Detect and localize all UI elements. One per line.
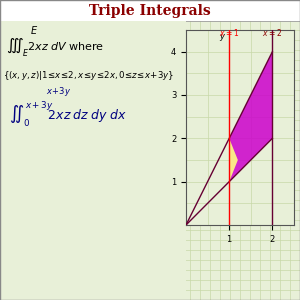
Text: $y$: $y$ <box>219 32 226 43</box>
Text: $x=2$: $x=2$ <box>262 28 282 38</box>
Text: $E$: $E$ <box>30 24 38 36</box>
Text: $\{(x,y,z)|1\!\leq\!x\!\leq\!2,x\!\leq\!y\!\leq\!2x,0\!\leq\!z\!\leq\!x\!+\!3y\}: $\{(x,y,z)|1\!\leq\!x\!\leq\!2,x\!\leq\!… <box>3 68 174 82</box>
Polygon shape <box>229 52 272 182</box>
Text: $\iiint_{E} 2xz\;dV$ where: $\iiint_{E} 2xz\;dV$ where <box>6 37 104 59</box>
Text: $x\!+\!3y$: $x\!+\!3y$ <box>46 85 72 98</box>
Polygon shape <box>229 138 238 182</box>
Text: $x=1$: $x=1$ <box>219 28 239 38</box>
FancyBboxPatch shape <box>0 0 300 21</box>
FancyBboxPatch shape <box>0 21 186 300</box>
Text: Triple Integrals: Triple Integrals <box>89 4 211 17</box>
Text: $\int\!\!\int_{0}^{x+3y}\!\!2xz\;dz\;dy\;dx$: $\int\!\!\int_{0}^{x+3y}\!\!2xz\;dz\;dy\… <box>9 99 127 129</box>
